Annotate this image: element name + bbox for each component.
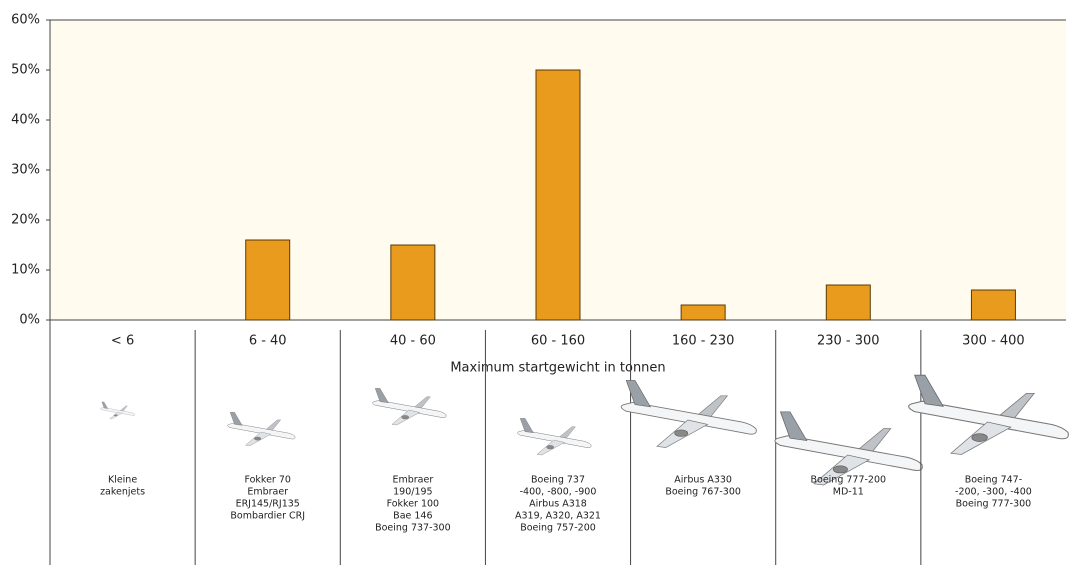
aircraft-label: Airbus A318 [529,499,587,510]
aircraft-engine [114,414,118,417]
aircraft-label: Fokker 100 [387,499,440,510]
aircraft-label: Embraer [247,487,288,498]
y-tick-label: 0% [19,313,40,328]
aircraft-fuselage [227,422,296,440]
aircraft-label: Bombardier CRJ [230,511,305,522]
aircraft-label: Fokker 70 [244,475,290,486]
bar [825,284,871,321]
aircraft-fuselage [372,400,447,418]
aircraft-engine [546,445,554,450]
bar [245,239,291,321]
bar [535,69,581,321]
aircraft-illustration [517,418,592,456]
aircraft-tail [779,411,808,442]
aircraft-label: MD-11 [833,487,864,498]
aircraft-engine [674,429,689,437]
x-tick-label: 230 - 300 [817,334,880,349]
x-axis-label: Maximum startgewicht in tonnen [450,361,665,376]
bar [970,289,1016,321]
aircraft-label: Boeing 737 [531,475,585,486]
x-tick-label: 160 - 230 [672,334,735,349]
bar [390,244,436,321]
aircraft-label: Boeing 737-300 [375,523,451,534]
y-tick-label: 10% [11,263,40,278]
y-tick-label: 60% [11,13,40,28]
aircraft-label: Embraer [392,475,433,486]
aircraft-engine [971,433,988,442]
aircraft-engine [832,465,848,474]
aircraft-label: Boeing 747- [965,475,1022,486]
aircraft-label: A319, A320, A321 [515,511,601,522]
y-tick-label: 40% [11,113,40,128]
aircraft-fuselage [908,400,1069,440]
aircraft-tail [625,380,652,408]
aircraft-engine [401,415,409,420]
aircraft-label: Kleine [108,475,137,486]
aircraft-tail [101,401,109,409]
y-tick-label: 30% [11,163,40,178]
aircraft-illustration [372,388,447,426]
aircraft-label: zakenjets [100,487,145,498]
y-tick-label: 20% [11,213,40,228]
aircraft-illustration [620,380,757,448]
x-tick-label: < 6 [111,334,134,349]
aircraft-label: -400, -800, -900 [520,487,597,498]
aircraft-illustration [908,374,1069,455]
aircraft-tail [229,412,243,426]
aircraft-engine [254,436,262,441]
bar [680,304,726,321]
aircraft-fuselage [100,407,135,416]
aircraft-tail [519,418,534,434]
aircraft-label: Bae 146 [393,511,432,522]
x-tick-label: 60 - 160 [531,334,585,349]
aircraft-label: Boeing 757-200 [520,523,596,534]
x-tick-label: 6 - 40 [249,334,287,349]
aircraft-label: ERJ145/RJ135 [236,499,300,510]
aircraft-label: -200, -300, -400 [955,487,1032,498]
x-tick-label: 40 - 60 [390,334,436,349]
aircraft-tail [374,388,389,404]
aircraft-label: 190/195 [393,487,432,498]
aircraft-label: Boeing 767-300 [665,487,741,498]
aircraft-tail [914,374,944,407]
aircraft-label: Boeing 777-300 [956,499,1032,510]
aircraft-fuselage [517,430,592,448]
x-tick-label: 300 - 400 [962,334,1025,349]
aircraft-label: Boeing 777-200 [810,475,886,486]
aircraft-illustration [100,401,135,420]
aircraft-fuselage [620,401,757,435]
aircraft-label: Airbus A330 [674,475,732,486]
y-tick-label: 50% [11,63,40,78]
aircraft-illustration [774,411,923,486]
aircraft-illustration [227,412,296,446]
